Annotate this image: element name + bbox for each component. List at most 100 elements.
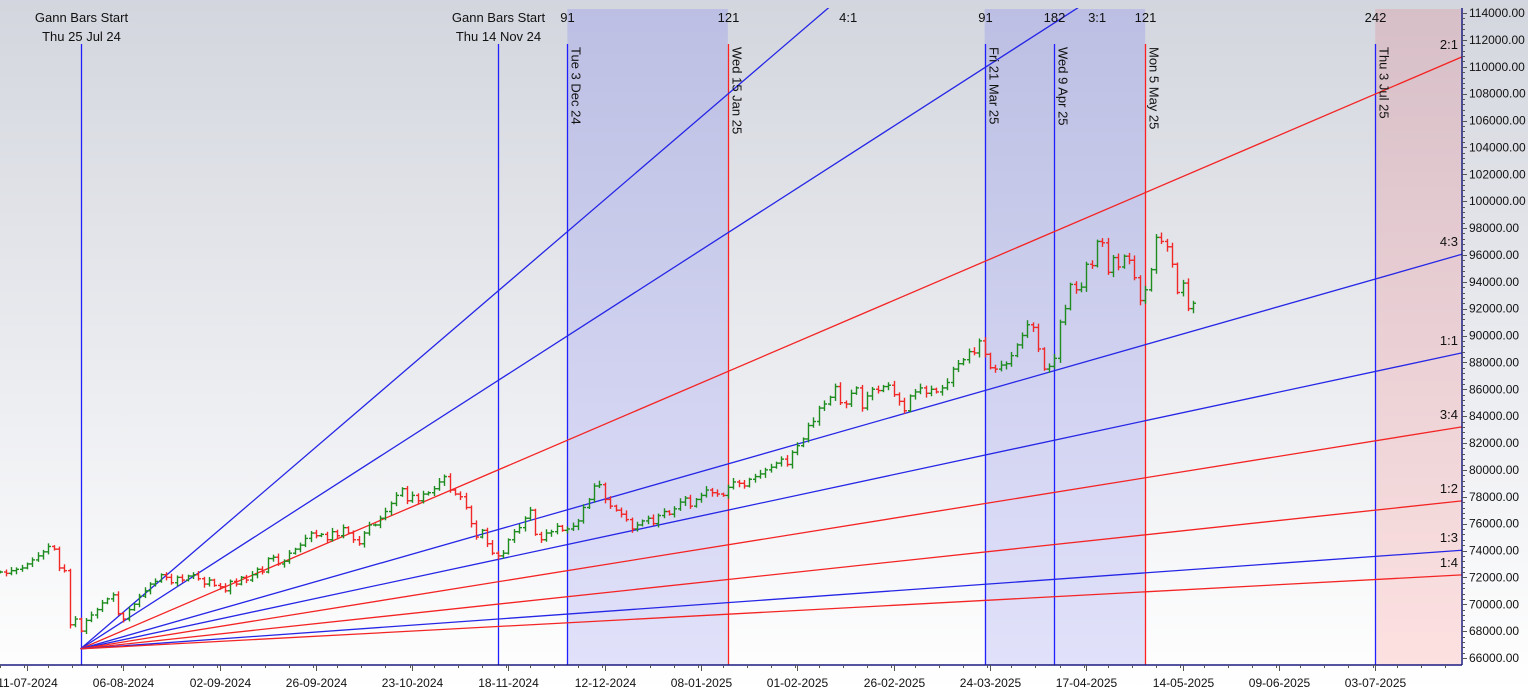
fan-line-1x4 [80,574,1462,650]
ohlc-bar [539,531,544,543]
ohlc-bar [335,529,340,540]
ohlc-bar [528,506,533,521]
price-tick-label: 72000.00 [1469,570,1519,584]
ohlc-bar [1122,254,1127,269]
price-tick-label: 114000.00 [1469,6,1525,20]
ohlc-bar [694,497,699,508]
ohlc-bar [79,617,84,633]
ohlc-bar [351,530,356,543]
ohlc-bar [346,526,351,535]
ohlc-bar [951,366,956,387]
date-tick-label: 23-10-2024 [382,676,444,690]
ohlc-bar [549,529,554,537]
ohlc-bar [614,504,619,512]
ohlc-bar [892,380,897,397]
ohlc-bar [721,492,726,497]
ohlc-bar [565,526,570,534]
ohlc-bar [865,391,870,411]
ohlc-bar [1095,239,1100,268]
cycle-count-label: 121 [718,10,740,25]
ohlc-bar [68,568,73,629]
price-tick-label: 92000.00 [1469,302,1519,316]
fan-line-1x2 [80,500,1462,650]
date-tick-label: 02-09-2024 [190,676,252,690]
ohlc-bar [1074,281,1079,294]
ohlc-bar [191,572,196,580]
price-tick-label: 110000.00 [1469,60,1525,74]
ohlc-bar [672,506,677,518]
fan-line-1x1 [80,352,1462,650]
chart-labels: Gann Bars Start Thu 25 Jul 24 Gann Bars St… [35,10,1458,570]
ohlc-bar [405,485,410,505]
ohlc-bar [646,515,651,525]
ohlc-bar [801,437,806,448]
fan-ratio-label: 3:4 [1440,407,1458,422]
marker-date-label: Wed 9 Apr 25 [1056,47,1071,126]
ohlc-bar [603,482,608,504]
ohlc-bar [485,527,490,547]
ohlc-bar [474,520,479,540]
ohlc-bar [30,557,35,568]
ohlc-bar [1143,285,1148,304]
ohlc-bar [148,582,153,595]
ohlc-bar [902,397,907,414]
ohlc-bar [597,480,602,489]
ohlc-bar [651,514,656,526]
ohlc-bar [1138,275,1143,306]
fan-ratio-label: 1:3 [1440,530,1458,545]
fan-ratio-label: 1:1 [1440,333,1458,348]
date-tick-label: 26-09-2024 [286,676,348,690]
ohlc-bar [662,508,667,519]
ohlc-bar [1170,242,1175,268]
ohlc-bar [608,496,613,509]
ohlc-bar [1079,282,1084,293]
ohlc-bar [20,564,25,572]
ohlc-bar [180,574,185,583]
ohlc-bar [1154,234,1159,274]
ohlc-bar [116,591,121,616]
date-tick-label: 18-11-2024 [478,676,539,690]
ohlc-bar [389,501,394,516]
ohlc-bar [1020,332,1025,349]
ohlc-bar [988,352,993,370]
marker-title: Gann Bars Start [452,10,546,25]
ohlc-bar [667,510,672,516]
ohlc-bar [325,531,330,543]
cycle-zone-blue [567,9,728,665]
fan-ratio-label: 2:1 [1440,37,1458,52]
ohlc-bar [367,521,372,536]
price-tick-label: 98000.00 [1469,221,1519,235]
date-tick-label: 24-03-2025 [960,676,1022,690]
ohlc-bar [293,547,298,555]
ohlc-bar [239,576,244,586]
ohlc-bar [967,348,972,364]
date-axis[interactable]: 11-07-2024 06-08-2024 02-09-2024 26-09-2024… [0,664,1462,690]
price-axis[interactable]: 66000.00 68000.00 70000.00 72000.00 74000.00… [1461,6,1526,665]
ohlc-bar [747,477,752,488]
ohlc-bar [517,523,522,534]
ohlc-bar [753,473,758,483]
price-tick-label: 66000.00 [1469,651,1519,665]
ohlc-bar [678,498,683,511]
ohlc-bar [458,491,463,501]
ohlc-bar [196,571,201,581]
ohlc-bar [1047,363,1052,373]
price-tick-label: 78000.00 [1469,490,1519,504]
ohlc-bar [929,385,934,397]
ohlc-bar [303,534,308,548]
ohlc-bar [999,360,1004,372]
ohlc-bar [1063,304,1068,326]
ohlc-bar [319,532,324,538]
ohlc-bar [1132,255,1137,281]
ohlc-bar [506,538,511,555]
fan-line-3x1 [80,8,1079,650]
ohlc-bar [14,567,19,575]
date-tick-label: 17-04-2025 [1056,676,1118,690]
ohlc-bar [587,497,592,509]
ohlc-bar [774,461,779,469]
price-tick-label: 94000.00 [1469,275,1519,289]
ohlc-bar [1165,238,1170,252]
ohlc-bar [940,384,945,396]
ohlc-bar [73,616,78,628]
